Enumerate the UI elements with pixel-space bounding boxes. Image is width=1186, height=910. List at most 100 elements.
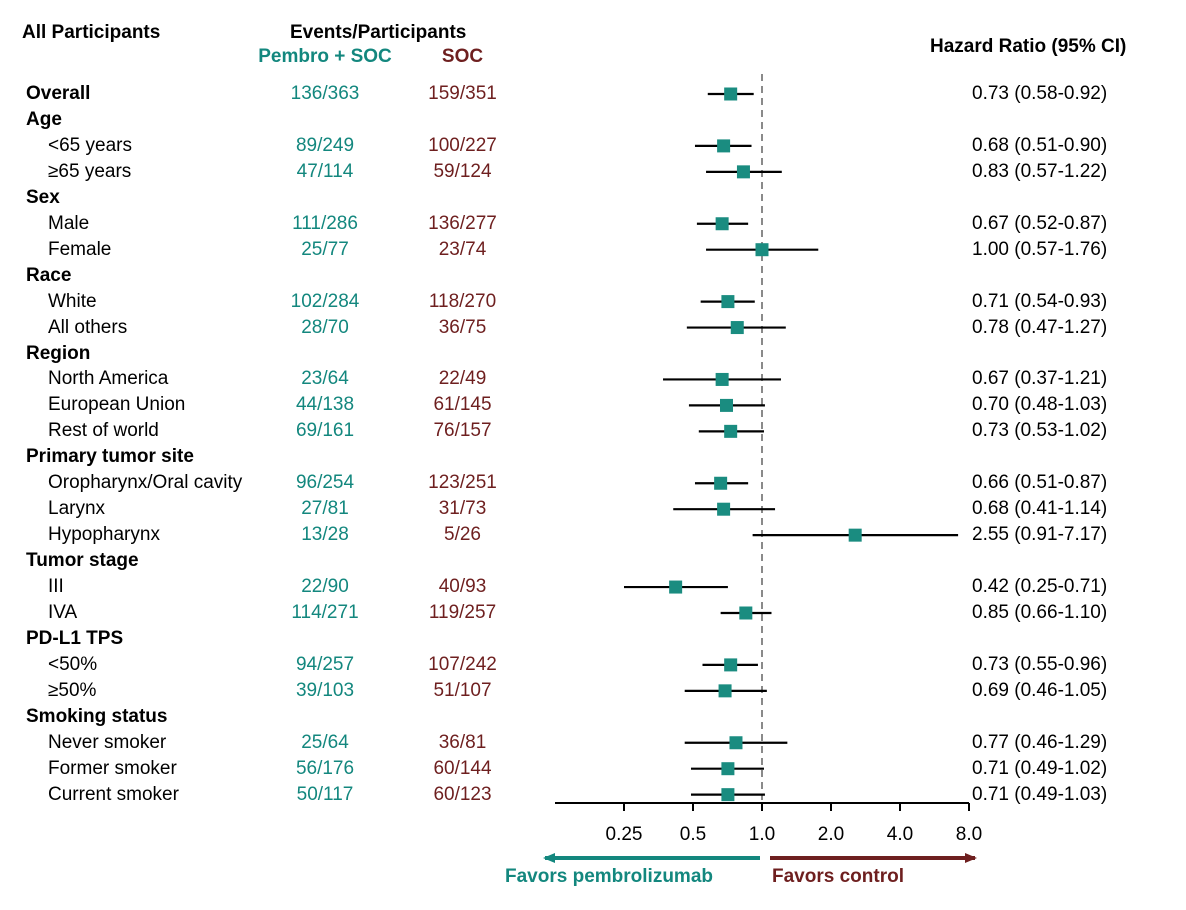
events-control: 61/145 <box>433 394 492 416</box>
events-treatment: 114/271 <box>291 602 359 623</box>
events-control: 60/123 <box>433 783 492 805</box>
subgroup-label: Male <box>48 212 90 234</box>
hazard-ratio-text: 1.00 (0.57-1.76) <box>972 238 1108 260</box>
group-label: Smoking status <box>26 705 168 727</box>
group-label: Sex <box>26 186 60 208</box>
subgroup-label: Current smoker <box>48 783 179 805</box>
hazard-ratio-text: 2.55 (0.91-7.17) <box>972 524 1108 546</box>
hr-point <box>717 502 731 516</box>
hr-point <box>714 476 728 490</box>
hr-point <box>721 295 735 309</box>
hr-point <box>848 528 862 542</box>
events-treatment: 39/103 <box>295 679 355 701</box>
hazard-ratio-text: 0.67 (0.37-1.21) <box>972 368 1108 390</box>
subgroup-label: Hypopharynx <box>48 524 160 546</box>
hr-point <box>721 762 735 776</box>
events-control: 100/227 <box>428 134 497 156</box>
events-treatment: 94/257 <box>295 653 355 675</box>
events-treatment: 111/286 <box>292 212 358 234</box>
header-arm-treatment: Pembro + SOC <box>258 46 392 67</box>
subgroup-label: North America <box>48 368 169 390</box>
events-control: 118/270 <box>428 290 497 312</box>
events-treatment: 56/176 <box>295 757 355 779</box>
events-control: 119/257 <box>428 602 497 623</box>
hazard-ratio-text: 0.69 (0.46-1.05) <box>972 679 1108 701</box>
group-label: PD-L1 TPS <box>26 627 124 649</box>
events-treatment: 13/28 <box>301 524 349 546</box>
events-treatment: 28/70 <box>301 316 349 338</box>
hazard-ratio-text: 0.71 (0.49-1.03) <box>972 783 1108 805</box>
events-control: 136/277 <box>428 212 497 234</box>
subgroup-label: III <box>48 576 64 598</box>
hr-point <box>718 684 732 698</box>
group-label: Tumor stage <box>26 550 139 572</box>
hazard-ratio-text: 0.78 (0.47-1.27) <box>972 316 1108 338</box>
subgroup-label: White <box>48 290 97 312</box>
events-treatment: 25/77 <box>301 238 349 260</box>
x-tick-label: 0.5 <box>680 824 706 845</box>
x-tick-label: 8.0 <box>956 824 982 845</box>
events-control: 40/93 <box>438 576 487 598</box>
hr-point <box>721 788 735 802</box>
subgroup-label: IVA <box>48 602 78 623</box>
plot-marks <box>624 87 959 802</box>
x-tick-label: 0.25 <box>606 824 643 845</box>
events-treatment: 23/64 <box>301 368 349 390</box>
hr-point <box>717 139 731 153</box>
hazard-ratio-text: 0.73 (0.53-1.02) <box>972 420 1108 442</box>
events-treatment: 89/249 <box>295 134 355 156</box>
hazard-ratio-text: 0.77 (0.46-1.29) <box>972 731 1108 753</box>
events-treatment: 44/138 <box>295 394 355 416</box>
events-control: 31/73 <box>438 498 487 520</box>
hazard-ratio-text: 0.71 (0.54-0.93) <box>972 290 1108 312</box>
hazard-ratio-text: 0.73 (0.58-0.92) <box>972 83 1108 104</box>
subgroup-label: Female <box>48 238 112 260</box>
hr-point <box>724 424 738 438</box>
subgroup-label: Rest of world <box>48 420 159 442</box>
subgroup-label: European Union <box>48 394 186 416</box>
subgroup-label: Oropharynx/Oral cavity <box>48 472 243 494</box>
events-treatment: 22/90 <box>301 576 349 598</box>
favors-right-label: Favors control <box>772 866 904 887</box>
header-hazard-ratio: Hazard Ratio (95% CI) <box>930 36 1127 57</box>
hazard-ratio-text: 0.67 (0.52-0.87) <box>972 212 1108 234</box>
subgroup-label: Former smoker <box>48 757 177 779</box>
hazard-ratio-text: 0.71 (0.49-1.02) <box>972 757 1108 779</box>
events-treatment: 136/363 <box>290 83 360 104</box>
subgroup-label: Never smoker <box>48 731 167 753</box>
header-all-participants: All Participants <box>22 22 161 43</box>
events-control: 123/251 <box>428 472 497 494</box>
hr-point <box>715 217 729 231</box>
header-arm-control: SOC <box>441 46 484 67</box>
events-control: 59/124 <box>433 160 492 182</box>
events-control: 36/75 <box>438 316 487 338</box>
hazard-ratio-text: 0.83 (0.57-1.22) <box>972 160 1108 182</box>
hr-point <box>739 606 753 620</box>
x-axis: 0.25 0.5 1.0 2.0 4.0 8.0 <box>555 802 982 845</box>
events-treatment: 69/161 <box>295 420 355 442</box>
x-tick-label: 1.0 <box>749 824 775 845</box>
subgroup-label: Larynx <box>48 498 106 520</box>
events-control: 76/157 <box>433 420 492 442</box>
favors-left-label: Favors pembrolizumab <box>505 866 713 887</box>
hazard-ratio-text: 0.73 (0.55-0.96) <box>972 653 1108 675</box>
events-control: 5/26 <box>444 524 481 546</box>
hazard-ratio-text: 0.70 (0.48-1.03) <box>972 394 1108 416</box>
subgroup-label: <65 years <box>48 134 132 156</box>
hazard-ratio-text: 0.42 (0.25-0.71) <box>972 576 1108 598</box>
group-label: Race <box>26 264 72 286</box>
hr-point <box>715 372 729 386</box>
header-events-participants: Events/Participants <box>290 22 467 43</box>
group-label: Region <box>26 342 91 364</box>
events-treatment: 50/117 <box>296 783 354 805</box>
hazard-ratio-text: 0.66 (0.51-0.87) <box>972 472 1108 494</box>
subgroup-label: <50% <box>48 653 98 675</box>
hr-point <box>724 87 738 101</box>
hr-point <box>755 243 769 257</box>
subgroup-label: ≥65 years <box>48 160 132 182</box>
hr-point <box>736 165 750 179</box>
hr-point <box>729 736 743 750</box>
group-label: Overall <box>26 83 91 104</box>
